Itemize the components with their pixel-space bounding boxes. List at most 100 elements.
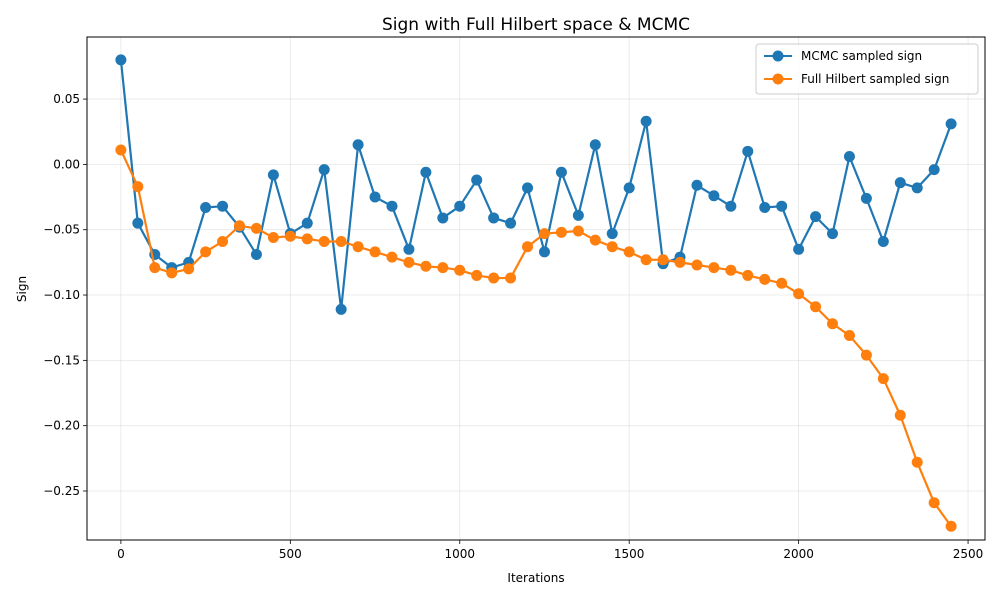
x-tick-label: 1500	[614, 547, 645, 561]
data-point-full-hilbert-sampled-sign	[827, 318, 839, 330]
data-point-full-hilbert-sampled-sign	[708, 262, 720, 274]
data-point-full-hilbert-sampled-sign	[505, 272, 517, 284]
x-tick-label: 500	[279, 547, 302, 561]
data-point-full-hilbert-sampled-sign	[860, 349, 872, 361]
legend: MCMC sampled sign Full Hilbert sampled s…	[755, 43, 979, 95]
legend-marker-mcmc	[772, 50, 784, 62]
plot-frame	[86, 36, 986, 541]
legend-marker-full-hilbert	[772, 73, 784, 85]
data-point-full-hilbert-sampled-sign	[606, 241, 618, 253]
data-point-mcmc-sampled-sign	[437, 212, 449, 224]
data-point-mcmc-sampled-sign	[589, 139, 601, 151]
data-point-full-hilbert-sampled-sign	[132, 181, 144, 193]
data-point-full-hilbert-sampled-sign	[793, 288, 805, 300]
data-point-full-hilbert-sampled-sign	[335, 235, 347, 247]
data-point-full-hilbert-sampled-sign	[233, 220, 245, 232]
data-point-full-hilbert-sampled-sign	[776, 277, 788, 289]
data-point-mcmc-sampled-sign	[267, 169, 279, 181]
chart-title: Sign with Full Hilbert space & MCMC	[382, 15, 690, 35]
y-tick-label: −0.25	[43, 484, 80, 498]
data-point-full-hilbert-sampled-sign	[420, 260, 432, 272]
data-point-mcmc-sampled-sign	[538, 246, 550, 258]
data-point-full-hilbert-sampled-sign	[318, 235, 330, 247]
data-point-mcmc-sampled-sign	[488, 212, 500, 224]
data-point-mcmc-sampled-sign	[742, 145, 754, 157]
data-point-full-hilbert-sampled-sign	[369, 246, 381, 258]
data-point-mcmc-sampled-sign	[335, 303, 347, 315]
data-point-full-hilbert-sampled-sign	[759, 273, 771, 285]
data-point-mcmc-sampled-sign	[640, 115, 652, 127]
x-tick-label: 2500	[953, 547, 984, 561]
data-point-mcmc-sampled-sign	[945, 118, 957, 130]
axis-ticks: 0 500 1000 1500 2000 2500 −0.25 −0.20 −0.15 −0.10…	[43, 92, 983, 561]
y-axis-title: Sign	[15, 276, 29, 302]
data-point-full-hilbert-sampled-sign	[183, 263, 195, 275]
data-point-mcmc-sampled-sign	[725, 200, 737, 212]
data-point-full-hilbert-sampled-sign	[267, 232, 279, 244]
data-point-full-hilbert-sampled-sign	[437, 262, 449, 274]
data-point-full-hilbert-sampled-sign	[522, 241, 534, 253]
data-point-mcmc-sampled-sign	[115, 54, 127, 66]
series-line-mcmc-sampled-sign	[119, 59, 953, 311]
y-tick-label: −0.20	[43, 419, 80, 433]
data-point-full-hilbert-sampled-sign	[555, 226, 567, 238]
data-point-full-hilbert-sampled-sign	[911, 456, 923, 468]
data-point-mcmc-sampled-sign	[793, 243, 805, 255]
data-point-mcmc-sampled-sign	[132, 217, 144, 229]
data-point-mcmc-sampled-sign	[894, 177, 906, 189]
data-point-mcmc-sampled-sign	[352, 139, 364, 151]
data-point-mcmc-sampled-sign	[369, 191, 381, 203]
data-point-mcmc-sampled-sign	[471, 174, 483, 186]
y-tick-label: −0.05	[43, 223, 80, 237]
data-point-full-hilbert-sampled-sign	[166, 267, 178, 279]
x-tick-label: 2000	[783, 547, 814, 561]
data-point-full-hilbert-sampled-sign	[640, 254, 652, 266]
x-axis-title: Iterations	[507, 571, 564, 585]
y-tick-label: 0.00	[53, 157, 80, 171]
y-tick-label: −0.15	[43, 353, 80, 367]
series-mcmc-sampled-sign	[115, 54, 957, 315]
data-point-full-hilbert-sampled-sign	[454, 264, 466, 276]
data-point-full-hilbert-sampled-sign	[149, 262, 161, 274]
data-point-full-hilbert-sampled-sign	[572, 225, 584, 237]
legend-box	[755, 43, 979, 95]
data-point-mcmc-sampled-sign	[505, 217, 517, 229]
data-point-full-hilbert-sampled-sign	[352, 241, 364, 253]
data-point-mcmc-sampled-sign	[691, 179, 703, 191]
data-point-full-hilbert-sampled-sign	[810, 301, 822, 313]
data-point-mcmc-sampled-sign	[860, 192, 872, 204]
data-point-full-hilbert-sampled-sign	[945, 520, 957, 532]
data-point-mcmc-sampled-sign	[843, 151, 855, 163]
data-point-mcmc-sampled-sign	[250, 249, 262, 261]
data-point-full-hilbert-sampled-sign	[471, 269, 483, 281]
data-point-mcmc-sampled-sign	[301, 217, 313, 229]
data-point-full-hilbert-sampled-sign	[217, 235, 229, 247]
x-tick-label: 0	[117, 547, 125, 561]
data-point-full-hilbert-sampled-sign	[115, 144, 127, 156]
data-point-mcmc-sampled-sign	[810, 211, 822, 223]
data-point-full-hilbert-sampled-sign	[488, 272, 500, 284]
data-point-mcmc-sampled-sign	[606, 228, 618, 240]
data-point-full-hilbert-sampled-sign	[301, 233, 313, 245]
x-tick-label: 1000	[444, 547, 475, 561]
data-point-full-hilbert-sampled-sign	[742, 269, 754, 281]
data-point-full-hilbert-sampled-sign	[386, 251, 398, 263]
data-point-mcmc-sampled-sign	[318, 164, 330, 176]
data-point-mcmc-sampled-sign	[403, 243, 415, 255]
data-point-full-hilbert-sampled-sign	[589, 234, 601, 246]
data-point-full-hilbert-sampled-sign	[691, 259, 703, 271]
data-point-mcmc-sampled-sign	[623, 182, 635, 194]
data-point-full-hilbert-sampled-sign	[928, 497, 940, 509]
data-point-mcmc-sampled-sign	[420, 166, 432, 178]
data-point-full-hilbert-sampled-sign	[623, 246, 635, 258]
legend-label-full-hilbert: Full Hilbert sampled sign	[801, 72, 949, 86]
data-point-mcmc-sampled-sign	[454, 200, 466, 212]
data-point-mcmc-sampled-sign	[572, 209, 584, 221]
data-point-mcmc-sampled-sign	[911, 182, 923, 194]
data-point-mcmc-sampled-sign	[386, 200, 398, 212]
data-point-mcmc-sampled-sign	[200, 201, 212, 213]
data-point-mcmc-sampled-sign	[217, 200, 229, 212]
data-point-mcmc-sampled-sign	[877, 235, 889, 247]
data-point-full-hilbert-sampled-sign	[200, 246, 212, 258]
